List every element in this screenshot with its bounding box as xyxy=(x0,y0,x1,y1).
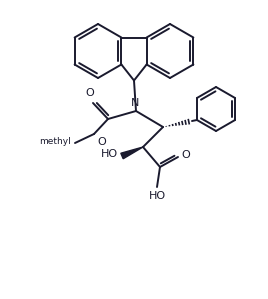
Text: O: O xyxy=(85,88,94,98)
Text: N: N xyxy=(131,98,139,108)
Text: O: O xyxy=(181,150,190,160)
Text: HO: HO xyxy=(101,149,118,159)
Text: O: O xyxy=(97,137,106,147)
Text: methyl: methyl xyxy=(39,138,71,147)
Polygon shape xyxy=(121,147,143,159)
Text: HO: HO xyxy=(148,191,166,201)
